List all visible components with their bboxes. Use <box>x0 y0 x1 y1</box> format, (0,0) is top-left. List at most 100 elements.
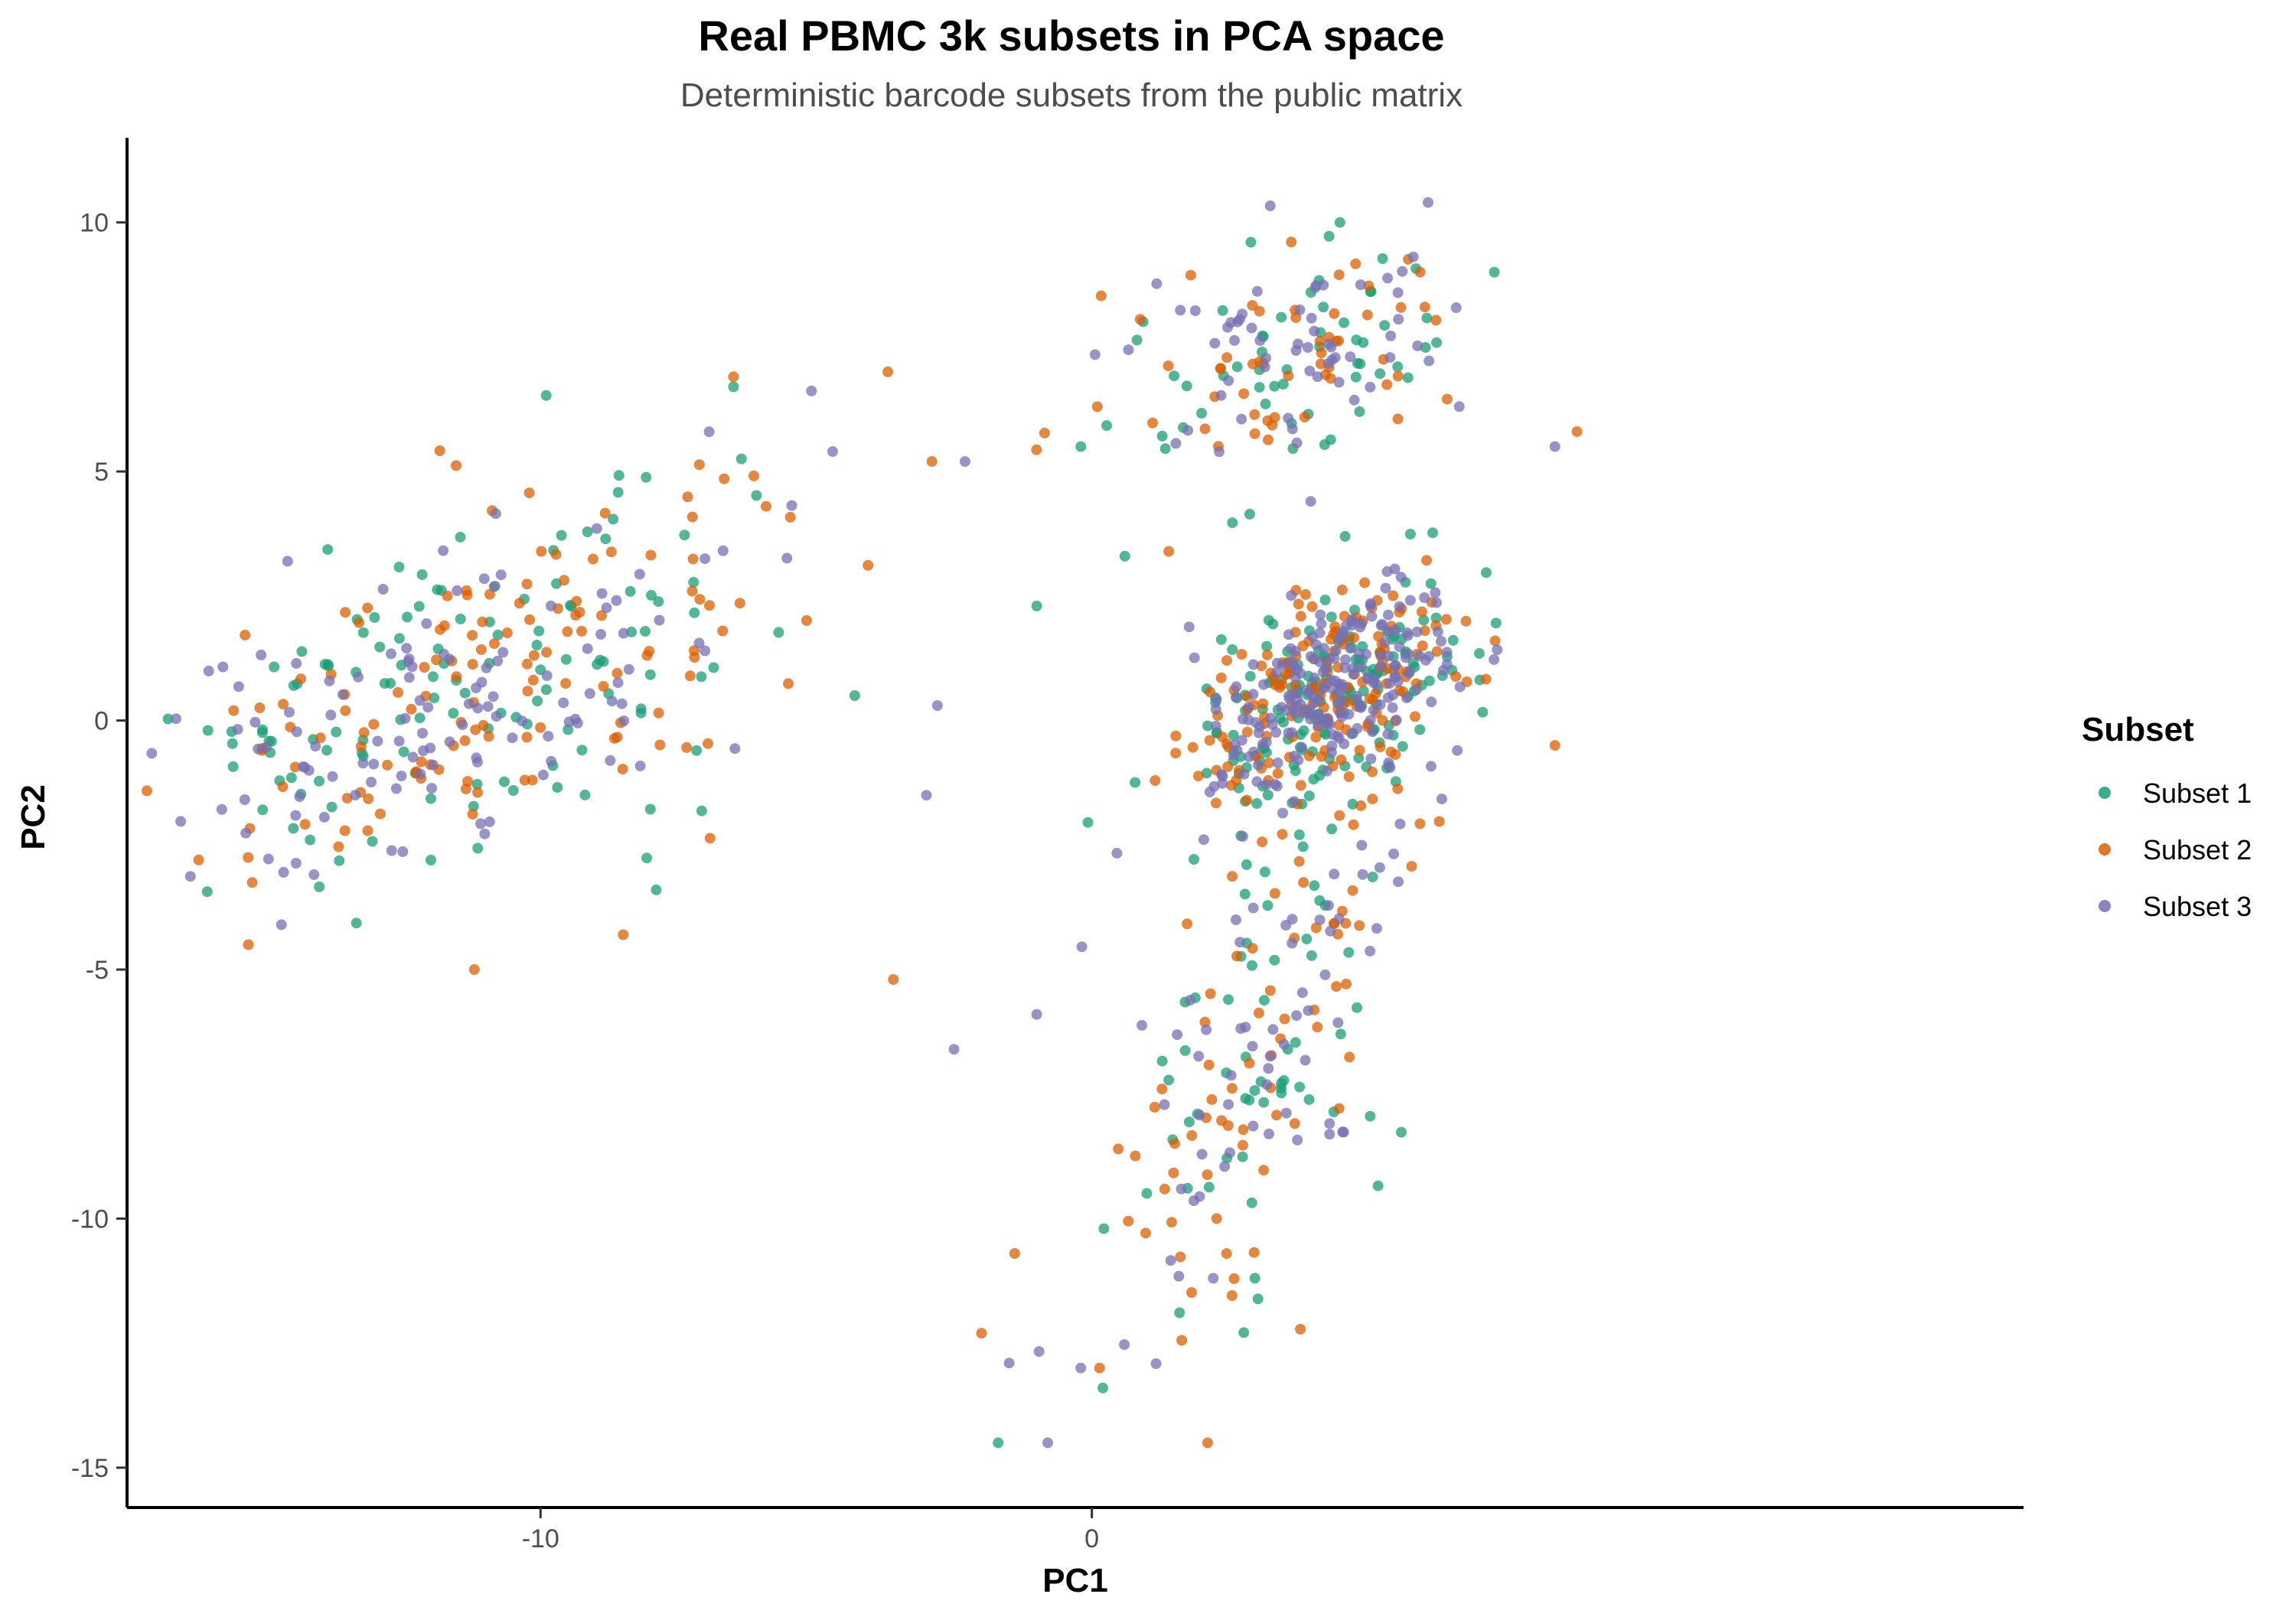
point-subset-3 <box>1247 689 1259 700</box>
point-subset-3 <box>1325 925 1336 937</box>
point-subset-1 <box>285 772 297 784</box>
point-subset-2 <box>461 585 472 596</box>
point-subset-2 <box>295 673 307 685</box>
point-subset-1 <box>1202 720 1213 732</box>
point-subset-1 <box>374 641 386 653</box>
point-subset-1 <box>1254 382 1265 393</box>
point-subset-3 <box>1271 657 1283 669</box>
point-subset-3 <box>693 637 705 649</box>
point-subset-2 <box>1185 269 1196 281</box>
point-subset-3 <box>1309 672 1320 683</box>
point-subset-3 <box>1436 636 1446 647</box>
point-subset-1 <box>1294 1081 1306 1093</box>
point-subset-3 <box>623 663 634 675</box>
point-subset-1 <box>1375 368 1386 380</box>
point-subset-2 <box>1316 347 1327 359</box>
point-subset-2 <box>1310 732 1322 743</box>
point-subset-3 <box>1324 1129 1336 1140</box>
point-subset-2 <box>1367 766 1378 777</box>
point-subset-2 <box>434 445 445 456</box>
point-subset-2 <box>1333 269 1345 281</box>
legend-label-1: Subset 1 <box>2143 777 2252 809</box>
point-subset-3 <box>1278 1038 1290 1050</box>
point-subset-3 <box>1150 1358 1162 1369</box>
chart-title: Real PBMC 3k subsets in PCA space <box>698 11 1445 60</box>
point-subset-3 <box>1267 1024 1279 1035</box>
point-subset-1 <box>1240 1093 1251 1104</box>
point-subset-3 <box>444 736 455 748</box>
point-subset-2 <box>687 585 698 597</box>
point-subset-2 <box>1257 836 1268 848</box>
point-subset-2 <box>1325 634 1336 645</box>
point-subset-2 <box>1221 738 1232 749</box>
point-subset-3 <box>1237 308 1248 320</box>
point-subset-1 <box>288 823 299 834</box>
point-subset-2 <box>783 678 794 689</box>
point-subset-3 <box>1321 765 1332 777</box>
point-subset-2 <box>1241 794 1253 806</box>
point-subset-3 <box>426 783 438 794</box>
point-subset-2 <box>1186 1129 1198 1141</box>
point-subset-2 <box>1279 1013 1290 1025</box>
point-subset-2 <box>1163 546 1175 557</box>
point-subset-2 <box>1258 1165 1270 1176</box>
point-subset-2 <box>641 650 653 661</box>
point-subset-3 <box>1346 728 1357 739</box>
point-subset-3 <box>1285 643 1296 654</box>
chart-subtitle: Deterministic barcode subsets from the p… <box>680 77 1463 114</box>
point-subset-2 <box>612 667 623 679</box>
point-subset-2 <box>1253 1007 1264 1019</box>
point-subset-2 <box>1147 417 1158 429</box>
point-subset-1 <box>1377 253 1388 264</box>
point-subset-3 <box>171 713 181 725</box>
y-tick-label: -15 <box>71 1454 109 1483</box>
point-subset-2 <box>1347 885 1358 896</box>
point-subset-2 <box>1390 749 1401 760</box>
point-subset-1 <box>413 601 425 612</box>
point-subset-1 <box>1392 361 1404 373</box>
point-subset-2 <box>704 600 715 611</box>
point-subset-2 <box>1186 1287 1197 1298</box>
point-subset-1 <box>1430 612 1442 624</box>
point-subset-2 <box>484 588 495 600</box>
point-subset-3 <box>654 614 665 626</box>
point-subset-3 <box>290 810 302 821</box>
point-subset-3 <box>1407 251 1419 262</box>
point-subset-1 <box>625 585 636 597</box>
point-subset-1 <box>653 596 664 608</box>
point-subset-3 <box>1436 794 1447 805</box>
point-subset-3 <box>1333 376 1345 388</box>
point-subset-3 <box>1333 634 1345 645</box>
point-subset-2 <box>1480 673 1492 685</box>
point-subset-3 <box>618 715 630 726</box>
point-subset-1 <box>1262 790 1274 800</box>
point-subset-2 <box>717 625 729 637</box>
point-subset-3 <box>1365 381 1376 393</box>
point-subset-2 <box>1416 606 1427 618</box>
point-subset-1 <box>1420 342 1431 353</box>
point-subset-2 <box>693 459 705 471</box>
point-subset-3 <box>457 719 468 731</box>
point-subset-1 <box>1217 305 1228 316</box>
point-subset-3 <box>232 724 243 735</box>
point-subset-3 <box>1431 597 1442 608</box>
point-subset-3 <box>481 662 492 673</box>
point-subset-2 <box>368 719 380 730</box>
point-subset-1 <box>688 577 700 588</box>
point-subset-3 <box>1319 969 1331 980</box>
point-subset-1 <box>600 533 612 545</box>
point-subset-1 <box>1318 302 1329 313</box>
point-subset-1 <box>1261 641 1273 652</box>
point-subset-2 <box>654 739 666 751</box>
point-subset-2 <box>1169 1138 1180 1149</box>
point-subset-3 <box>1383 650 1394 662</box>
point-subset-3 <box>1356 618 1368 629</box>
point-subset-3 <box>1374 862 1385 873</box>
legend-label-2: Subset 2 <box>2143 834 2252 865</box>
point-subset-3 <box>1385 331 1397 341</box>
point-subset-2 <box>362 602 373 614</box>
point-subset-3 <box>1290 708 1301 719</box>
point-subset-3 <box>308 869 320 880</box>
point-subset-1 <box>393 633 405 644</box>
